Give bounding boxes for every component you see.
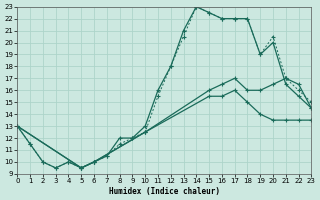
X-axis label: Humidex (Indice chaleur): Humidex (Indice chaleur)	[109, 187, 220, 196]
